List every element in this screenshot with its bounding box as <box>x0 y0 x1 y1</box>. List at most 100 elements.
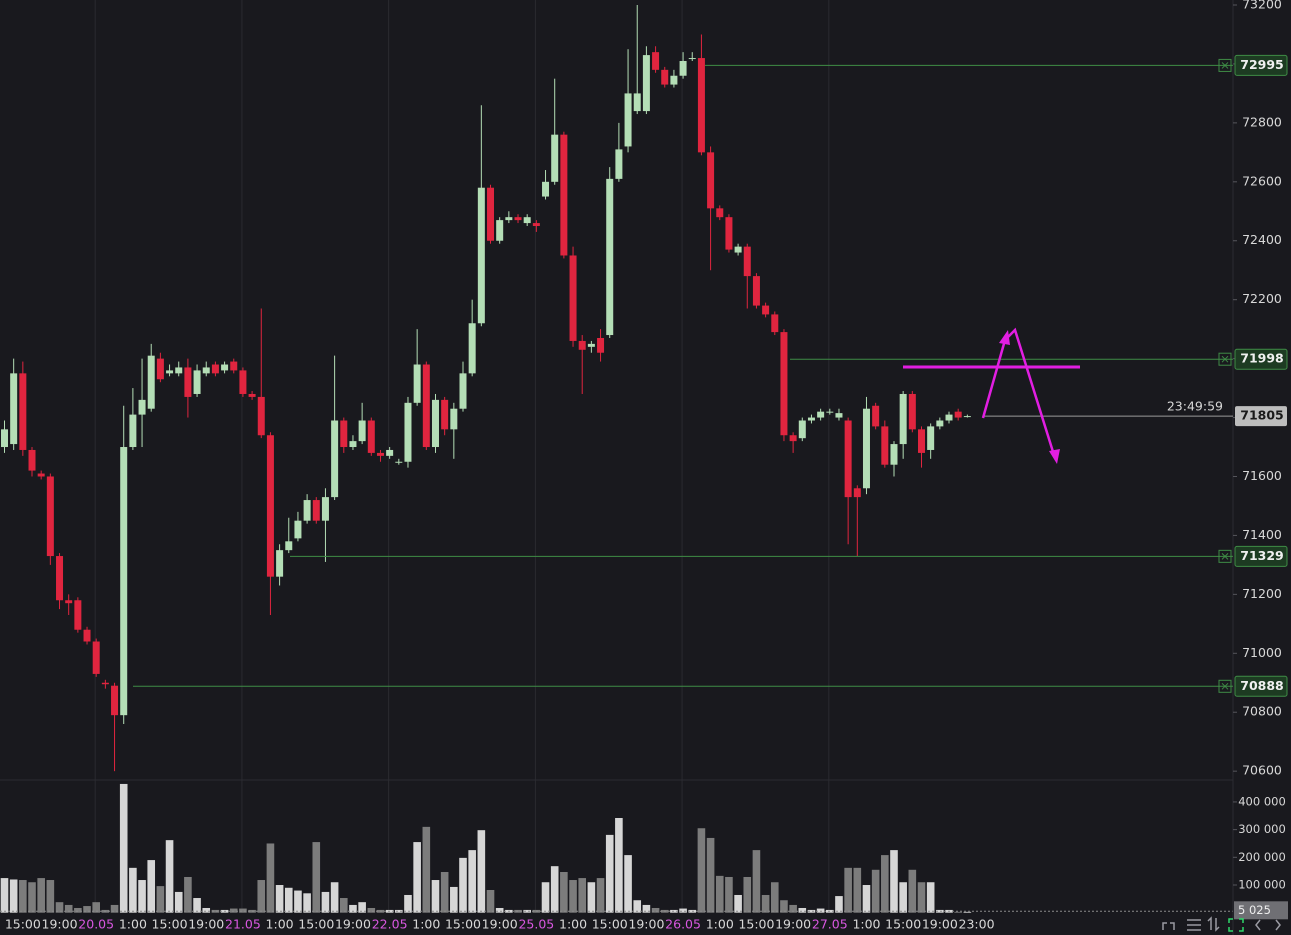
candle-body <box>92 641 100 674</box>
x-tick-label: 19:00 <box>482 917 518 932</box>
x-tick-label: 15:00 <box>298 917 334 932</box>
volume-bar <box>926 882 935 913</box>
scroll-icons[interactable] <box>1255 919 1281 931</box>
volume-bar <box>257 880 266 913</box>
fit-icon[interactable] <box>1228 918 1244 932</box>
candle-body <box>468 323 476 374</box>
x-tick-label: 21.05 <box>225 917 261 932</box>
candle-body <box>257 396 265 436</box>
level-remove-icon[interactable] <box>1218 352 1232 366</box>
volume-bar <box>853 867 862 913</box>
fullscreen-icon[interactable] <box>1162 922 1175 930</box>
candle-body <box>331 420 339 498</box>
candle-body <box>303 500 311 521</box>
volume-bar <box>651 907 660 913</box>
arrow-head <box>1049 449 1060 464</box>
settings-icon[interactable] <box>1187 919 1201 931</box>
volume-bar <box>725 876 733 913</box>
y-tick-label: 73200 <box>1242 0 1282 12</box>
drawn-arrow-down[interactable] <box>1004 327 1056 456</box>
candle-body <box>725 217 733 250</box>
volume-bar <box>642 904 651 913</box>
candle-body <box>129 414 137 448</box>
grid <box>94 0 830 913</box>
candle-body <box>230 361 238 371</box>
level-box <box>1234 675 1288 697</box>
candle-body <box>166 370 174 374</box>
x-tick-label: 1:00 <box>266 917 294 932</box>
volume-bar <box>184 876 192 913</box>
candle-body <box>752 276 760 306</box>
candle-body <box>19 373 27 450</box>
y-tick-label: 72400 <box>1242 232 1282 247</box>
candle-body <box>633 93 641 112</box>
x-tick-label: 22.05 <box>372 917 408 932</box>
volume-bar <box>119 783 128 913</box>
level-remove-icon[interactable] <box>1218 549 1232 563</box>
candle-body <box>771 314 779 333</box>
candle-body <box>404 402 412 462</box>
x-tick-label: 25.05 <box>518 917 554 932</box>
candle-body <box>936 420 944 427</box>
volume-tick-label: 200 000 <box>1238 850 1286 864</box>
x-tick-label: 27.05 <box>812 917 848 932</box>
volume-bar <box>147 860 156 913</box>
candle-body <box>487 187 495 241</box>
volume-bar <box>294 890 302 913</box>
candle-body <box>65 600 73 604</box>
volume-bar <box>330 882 339 913</box>
scale-icon[interactable] <box>1207 916 1220 932</box>
y-tick-label: 71000 <box>1242 645 1282 660</box>
candle-body <box>798 420 806 439</box>
volume-bar <box>367 907 376 913</box>
candle-body <box>459 373 467 409</box>
x-tick-label: 15:00 <box>738 917 774 932</box>
volume-bar <box>459 857 467 913</box>
level-remove-icon[interactable] <box>1218 679 1232 693</box>
volume-bar <box>587 882 596 913</box>
candle-body <box>789 435 797 442</box>
volume-bar <box>844 867 852 913</box>
volume-bar <box>954 911 962 913</box>
volume-bar <box>211 909 220 913</box>
candle-body <box>395 461 403 463</box>
volume-bar <box>74 907 82 913</box>
candle-body <box>615 149 623 179</box>
y-tick-label: 71600 <box>1242 468 1282 483</box>
volume-bar <box>908 869 917 913</box>
candle-body <box>844 420 852 498</box>
volume-bar <box>862 885 871 913</box>
volume-bar <box>129 867 137 913</box>
x-tick-label: 19:00 <box>188 917 224 932</box>
level-remove-icon[interactable] <box>1218 58 1232 72</box>
volume-bar <box>450 886 458 913</box>
candle-body <box>340 420 348 448</box>
candle-body <box>945 414 953 421</box>
candle-body <box>111 685 119 716</box>
candle-body <box>10 373 18 445</box>
volume-bar <box>936 909 944 913</box>
candle-body <box>560 134 568 256</box>
volume-bar <box>615 817 623 913</box>
volume-bar <box>917 882 926 913</box>
candle-body <box>927 426 935 450</box>
x-tick-label: 19:00 <box>775 917 811 932</box>
volume-bar <box>19 880 27 913</box>
volume-marker-label: 5 025 <box>1238 903 1271 917</box>
volume-bar <box>752 850 761 913</box>
candle-body <box>661 69 669 85</box>
candle-body <box>496 220 504 241</box>
level-label: 72995 <box>1240 57 1284 72</box>
user-drawing[interactable] <box>903 327 1080 464</box>
x-tick-label: 1:00 <box>119 917 147 932</box>
volume-bar <box>706 837 715 913</box>
volume-bar <box>881 855 889 913</box>
volume-bar <box>9 879 18 913</box>
candle-body <box>422 364 430 448</box>
candle-body <box>679 60 687 76</box>
drawn-arrow-up[interactable] <box>981 339 1007 419</box>
volume-bar <box>174 891 183 913</box>
candle-body <box>881 426 889 465</box>
volume-bar <box>514 909 522 913</box>
